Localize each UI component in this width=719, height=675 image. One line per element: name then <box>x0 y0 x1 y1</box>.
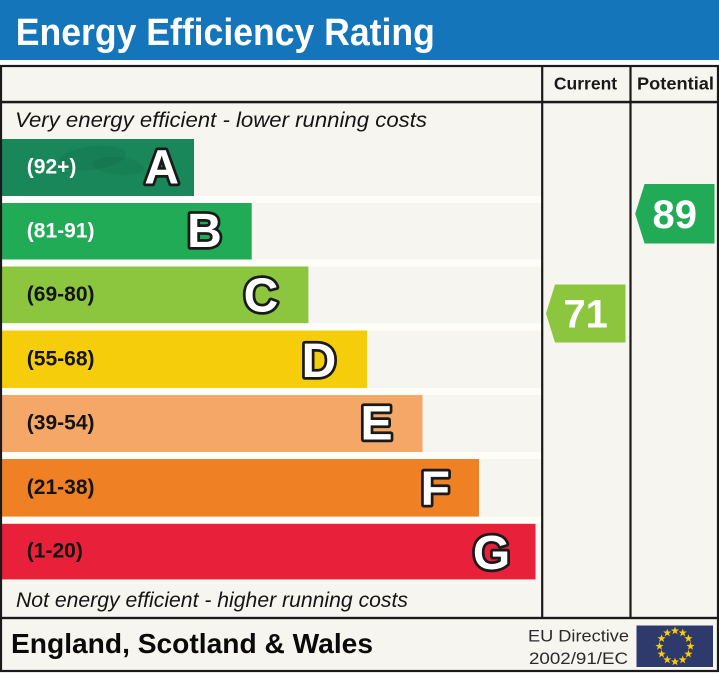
svg-text:(21-38): (21-38) <box>27 476 95 499</box>
svg-text:Potential: Potential <box>637 73 714 93</box>
svg-text:England, Scotland & Wales: England, Scotland & Wales <box>11 628 373 659</box>
svg-text:Current: Current <box>554 73 617 93</box>
svg-text:B: B <box>187 205 222 258</box>
svg-text:Energy Efficiency Rating: Energy Efficiency Rating <box>16 12 435 54</box>
svg-text:A: A <box>144 141 179 194</box>
svg-text:(1-20): (1-20) <box>27 540 83 563</box>
svg-text:E: E <box>360 397 392 450</box>
svg-text:(55-68): (55-68) <box>27 347 95 370</box>
svg-text:89: 89 <box>653 193 698 237</box>
svg-text:Not energy efficient - higher: Not energy efficient - higher running co… <box>16 588 408 612</box>
svg-text:(39-54): (39-54) <box>27 412 95 435</box>
svg-text:(69-80): (69-80) <box>27 283 95 306</box>
svg-text:2002/91/EC: 2002/91/EC <box>529 649 628 668</box>
svg-text:71: 71 <box>563 293 608 337</box>
svg-text:F: F <box>421 463 450 516</box>
svg-text:EU Directive: EU Directive <box>528 627 629 646</box>
svg-text:D: D <box>302 335 337 388</box>
svg-text:(92+): (92+) <box>27 155 77 178</box>
svg-text:C: C <box>244 270 279 323</box>
svg-text:G: G <box>473 527 510 580</box>
svg-text:Very energy efficient - lower: Very energy efficient - lower running co… <box>15 108 427 132</box>
svg-text:(81-91): (81-91) <box>27 219 95 242</box>
